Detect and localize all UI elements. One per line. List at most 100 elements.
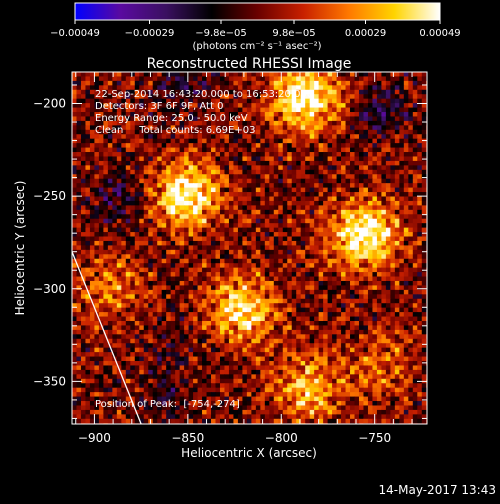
heatmap-cell: [372, 134, 377, 139]
heatmap-cell: [162, 254, 167, 259]
heatmap-cell: [207, 219, 212, 224]
heatmap-cell: [85, 250, 90, 255]
heatmap-cell: [121, 201, 126, 206]
heatmap-cell: [422, 161, 427, 166]
heatmap-cell: [408, 134, 413, 139]
heatmap-cell: [157, 241, 162, 246]
heatmap-cell: [81, 81, 86, 86]
heatmap-cell: [189, 245, 194, 250]
heatmap-cell: [278, 121, 283, 126]
heatmap-cell: [198, 303, 203, 308]
heatmap-cell: [81, 237, 86, 242]
heatmap-cell: [202, 188, 207, 193]
heatmap-cell: [211, 174, 216, 179]
heatmap-cell: [328, 214, 333, 219]
heatmap-cell: [148, 303, 153, 308]
heatmap-cell: [417, 214, 422, 219]
heatmap-cell: [359, 152, 364, 157]
heatmap-cell: [117, 281, 122, 286]
heatmap-cell: [408, 99, 413, 104]
heatmap-cell: [130, 277, 135, 282]
heatmap-cell: [207, 330, 212, 335]
heatmap-cell: [390, 112, 395, 117]
heatmap-cell: [368, 148, 373, 153]
heatmap-cell: [417, 94, 422, 99]
heatmap-cell: [148, 294, 153, 299]
heatmap-cell: [292, 263, 297, 268]
heatmap-cell: [404, 223, 409, 228]
heatmap-cell: [395, 143, 400, 148]
heatmap-cell: [157, 263, 162, 268]
heatmap-cell: [314, 308, 319, 313]
heatmap-cell: [265, 125, 270, 130]
heatmap-cell: [112, 325, 117, 330]
heatmap-cell: [404, 321, 409, 326]
heatmap-cell: [381, 277, 386, 282]
heatmap-cell: [153, 281, 158, 286]
heatmap-cell: [319, 152, 324, 157]
heatmap-cell: [171, 339, 176, 344]
heatmap-cell: [305, 197, 310, 202]
heatmap-cell: [166, 339, 171, 344]
heatmap-cell: [310, 183, 315, 188]
heatmap-cell: [135, 263, 140, 268]
heatmap-cell: [417, 259, 422, 264]
heatmap-cell: [319, 174, 324, 179]
heatmap-cell: [247, 161, 252, 166]
heatmap-cell: [224, 170, 229, 175]
heatmap-cell: [408, 152, 413, 157]
heatmap-cell: [359, 334, 364, 339]
heatmap-cell: [399, 112, 404, 117]
heatmap-cell: [310, 161, 315, 166]
heatmap-cell: [265, 299, 270, 304]
heatmap-cell: [323, 197, 328, 202]
heatmap-cell: [90, 174, 95, 179]
heatmap-cell: [395, 112, 400, 117]
heatmap-cell: [381, 299, 386, 304]
heatmap-cell: [283, 130, 288, 135]
heatmap-cell: [121, 219, 126, 224]
heatmap-cell: [355, 143, 360, 148]
heatmap-cell: [144, 170, 149, 175]
heatmap-cell: [332, 130, 337, 135]
heatmap-cell: [292, 339, 297, 344]
heatmap-cell: [350, 254, 355, 259]
heatmap-cell: [301, 156, 306, 161]
heatmap-cell: [404, 303, 409, 308]
heatmap-cell: [189, 339, 194, 344]
heatmap-cell: [193, 277, 198, 282]
heatmap-cell: [85, 299, 90, 304]
heatmap-cell: [301, 148, 306, 153]
heatmap-cell: [112, 223, 117, 228]
heatmap-cell: [139, 232, 144, 237]
heatmap-cell: [144, 263, 149, 268]
heatmap-cell: [269, 245, 274, 250]
heatmap-cell: [386, 223, 391, 228]
heatmap-cell: [319, 214, 324, 219]
heatmap-cell: [103, 237, 108, 242]
heatmap-cell: [314, 263, 319, 268]
heatmap-cell: [355, 299, 360, 304]
heatmap-cell: [224, 76, 229, 81]
heatmap-cell: [108, 139, 113, 144]
heatmap-cell: [341, 281, 346, 286]
heatmap-cell: [332, 81, 337, 86]
heatmap-cell: [130, 165, 135, 170]
heatmap-cell: [139, 76, 144, 81]
heatmap-cell: [162, 294, 167, 299]
heatmap-cell: [229, 103, 234, 108]
heatmap-cell: [153, 139, 158, 144]
heatmap-cell: [368, 228, 373, 233]
heatmap-cell: [390, 334, 395, 339]
heatmap-cell: [193, 299, 198, 304]
heatmap-cell: [283, 285, 288, 290]
heatmap-cell: [355, 325, 360, 330]
heatmap-cell: [408, 85, 413, 90]
heatmap-cell: [292, 223, 297, 228]
heatmap-cell: [242, 143, 247, 148]
heatmap-cell: [314, 152, 319, 157]
heatmap-cell: [359, 116, 364, 121]
heatmap-cell: [148, 214, 153, 219]
heatmap-cell: [350, 183, 355, 188]
heatmap-cell: [287, 148, 292, 153]
